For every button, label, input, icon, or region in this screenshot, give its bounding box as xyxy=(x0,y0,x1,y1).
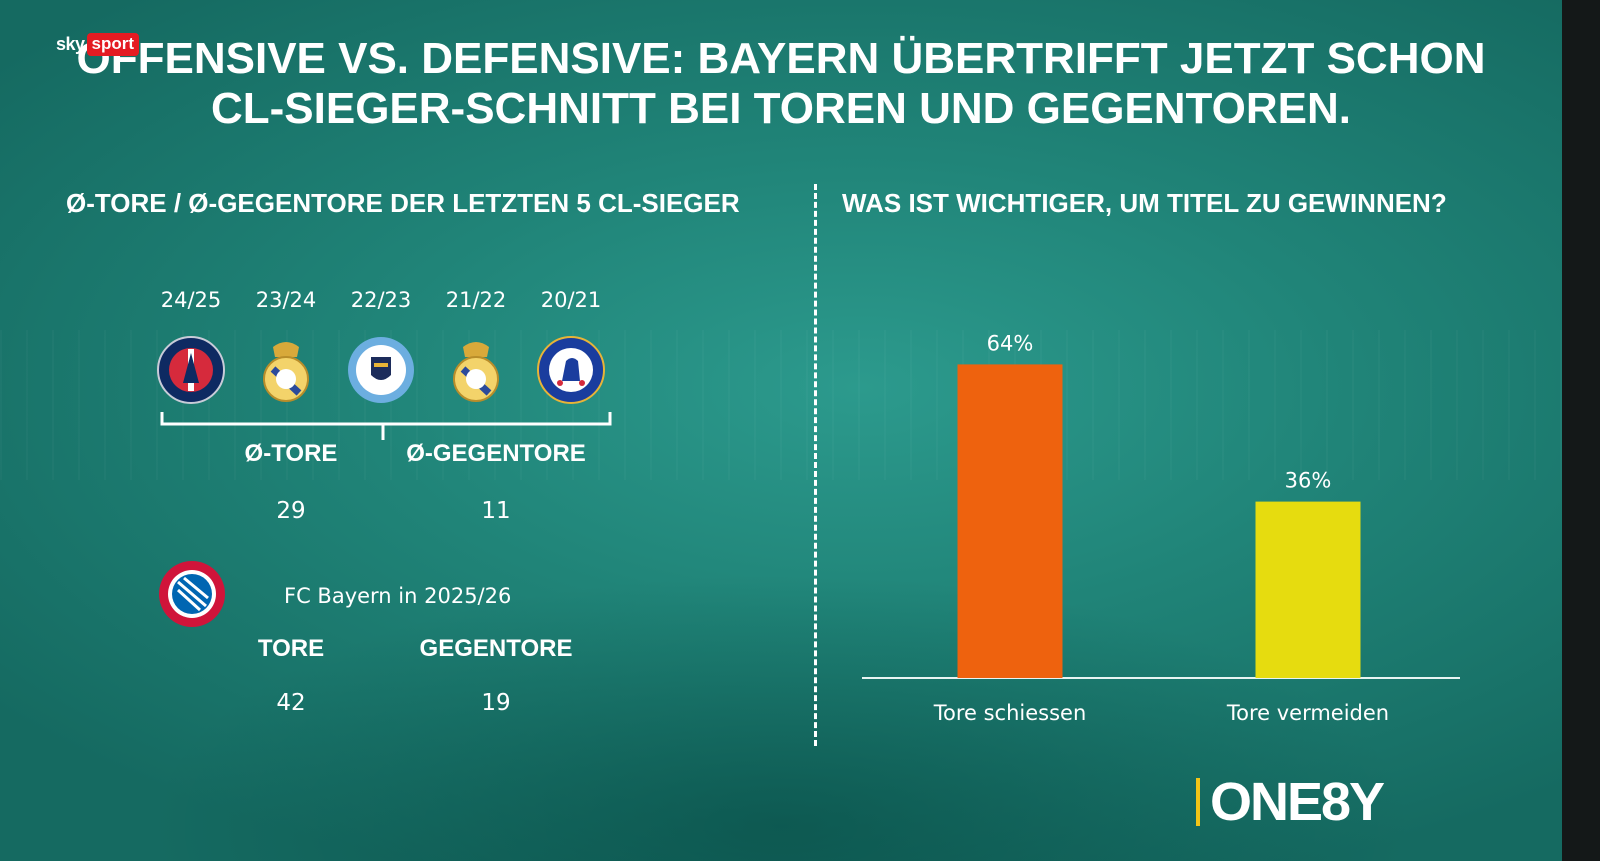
bracket-line xyxy=(160,412,612,440)
manchester-city-crest-icon xyxy=(348,337,414,403)
survey-bar-chart: 64% Tore schiessen 36% Tore vermeiden xyxy=(862,331,1460,725)
chelsea-crest-icon xyxy=(537,336,605,404)
bar-value-label: 36% xyxy=(1285,469,1332,493)
real-madrid-crest-icon xyxy=(263,342,309,402)
one8y-accent-bar xyxy=(1196,778,1200,826)
bayern-season-label: FC Bayern in 2025/26 xyxy=(284,584,512,608)
bar-0 xyxy=(957,364,1063,678)
sport-logo-text: sport xyxy=(86,33,140,56)
season-label: 21/22 xyxy=(445,288,507,312)
avg-goals-value: 29 xyxy=(276,498,306,524)
left-section-heading: Ø-TORE / Ø-GEGENTORE DER LETZTEN 5 CL-SI… xyxy=(66,188,740,218)
dashed-divider xyxy=(814,184,817,746)
graphic-background: sky sport OFFENSIVE VS. DEFENSIVE: BAYER… xyxy=(0,0,1562,861)
real-madrid-crest-icon xyxy=(453,342,499,402)
sky-sport-logo: sky sport xyxy=(56,33,140,56)
season-label: 24/25 xyxy=(160,288,222,312)
psg-crest-icon xyxy=(157,336,225,404)
season-label: 22/23 xyxy=(350,288,412,312)
category-label: Tore schiessen xyxy=(933,701,1087,725)
bar-value-label: 64% xyxy=(987,331,1034,355)
bayern-conceded-value: 19 xyxy=(481,690,511,716)
one8y-logo: ONE8Y xyxy=(1196,772,1385,832)
fc-bayern-crest-icon xyxy=(159,561,225,627)
one8y-logo-text: ONE8Y xyxy=(1210,772,1385,832)
window-edge xyxy=(1562,0,1600,861)
bayern-conceded-label: GEGENTORE xyxy=(419,635,573,662)
right-section-heading: WAS IST WICHTIGER, UM TITEL ZU GEWINNEN? xyxy=(842,188,1447,218)
headline-line-2: CL-SIEGER-SCHNITT BEI TOREN UND GEGENTOR… xyxy=(210,84,1351,133)
bayern-goals-label: TORE xyxy=(257,635,325,662)
bayern-goals-value: 42 xyxy=(276,690,306,716)
sky-logo-text: sky xyxy=(56,34,85,54)
season-label: 23/24 xyxy=(255,288,317,312)
season-label: 20/21 xyxy=(540,288,602,312)
avg-conceded-value: 11 xyxy=(481,498,511,524)
category-label: Tore vermeiden xyxy=(1226,701,1389,725)
avg-goals-label: Ø-TORE xyxy=(244,440,338,467)
avg-conceded-label: Ø-GEGENTORE xyxy=(406,440,586,467)
headline-line-1: OFFENSIVE VS. DEFENSIVE: BAYERN ÜBERTRIF… xyxy=(76,34,1486,83)
bar-1 xyxy=(1255,501,1361,678)
